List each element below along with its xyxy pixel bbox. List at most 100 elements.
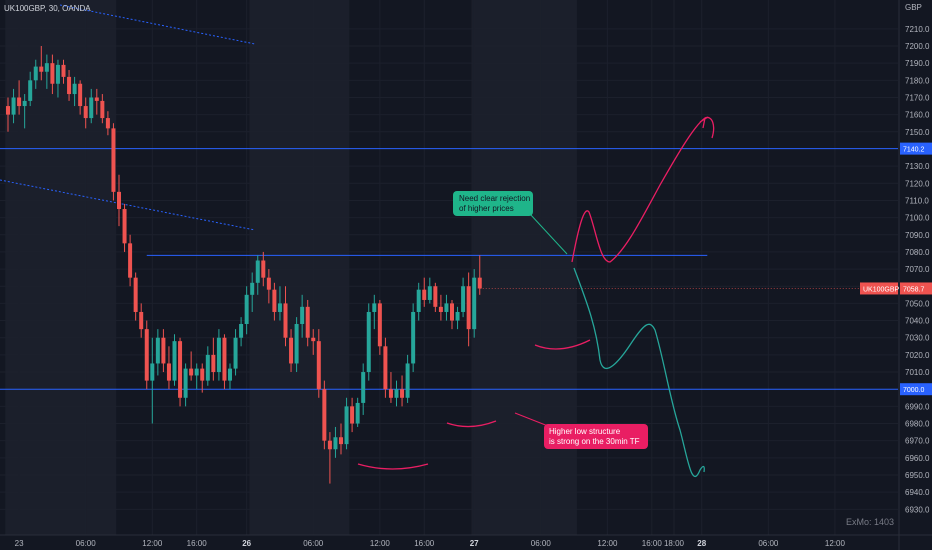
candle-body [355, 402, 360, 424]
note-green-line2: of higher prices [459, 204, 514, 213]
candle-body [17, 97, 22, 107]
candle-body [455, 311, 460, 321]
grid-lines [0, 0, 898, 535]
callout-pointer-green [529, 213, 568, 255]
time-tick-label: 16:00 [642, 539, 663, 548]
candle-body [366, 311, 371, 373]
candle-body [444, 303, 449, 312]
time-tick-label: 06:00 [76, 539, 97, 548]
candle-body [200, 368, 205, 381]
candle-body [233, 337, 238, 369]
green-scenario-path [573, 267, 705, 478]
candle-body [61, 64, 66, 77]
time-tick-label: 26 [242, 539, 251, 548]
candle-body [222, 337, 227, 381]
price-tick-label: 7170.0 [905, 93, 930, 102]
candle-body [50, 63, 55, 84]
candle-body [6, 106, 10, 115]
candle-body [450, 303, 454, 321]
candle-body [361, 372, 366, 403]
price-tick-label: 6960.0 [905, 454, 930, 463]
candle-body [339, 437, 343, 445]
candle-body [400, 389, 405, 398]
candle-body [272, 289, 277, 312]
time-tick-label: 06:00 [758, 539, 779, 548]
price-tick-label: 7020.0 [905, 351, 930, 360]
candle-body [300, 306, 305, 324]
symbol-title[interactable]: UK100GBP, 30, OANDA [4, 4, 91, 13]
level-price-tag-text: 7140.2 [903, 147, 925, 154]
price-tick-label: 7010.0 [905, 368, 930, 377]
candle-body [261, 260, 266, 278]
candle-body [39, 66, 44, 72]
watermark: ExMo: 1403 [846, 517, 894, 527]
note-pink-line2: is strong on the 30min TF [549, 437, 640, 446]
candle-body [239, 323, 244, 338]
level-price-tag-text: 7000.0 [903, 387, 925, 394]
candle-body [139, 311, 144, 330]
trendline-lower [0, 179, 256, 231]
candle-body [433, 286, 438, 307]
candle-body [228, 368, 232, 381]
price-tick-label: 7030.0 [905, 334, 930, 343]
last-price-tag [900, 282, 932, 295]
candle-body [477, 277, 482, 289]
low-curve-1 [357, 463, 429, 470]
trendlines [0, 4, 256, 231]
candle-body [333, 437, 338, 450]
price-tick-label: 7100.0 [905, 214, 930, 223]
candle-body [405, 363, 410, 398]
drawings: Need clear rejection of higher prices Hi… [357, 116, 715, 478]
price-tick-label: 7080.0 [905, 248, 930, 257]
candle-body [383, 346, 388, 390]
candle-body [289, 337, 294, 364]
candle-body [117, 191, 121, 210]
candle-body [194, 368, 199, 376]
symbol-price-tag-text: UK100GBP [863, 286, 900, 293]
candle-body [28, 80, 33, 101]
symbol-price-tag [860, 282, 898, 295]
time-tick-label: 12:00 [142, 539, 163, 548]
low-curve-2 [446, 420, 497, 428]
candle-body [22, 100, 27, 107]
note-green-box[interactable] [453, 191, 533, 216]
time-tick-label: 12:00 [825, 539, 846, 548]
candle-body [78, 83, 83, 107]
candle-body [205, 354, 210, 381]
candle-body [94, 97, 99, 101]
candle-body [11, 97, 16, 115]
candle-body [155, 337, 160, 364]
price-tick-label: 6970.0 [905, 437, 930, 446]
candle-body [416, 289, 421, 312]
price-tick-label: 7160.0 [905, 111, 930, 120]
candle-body [161, 337, 166, 364]
level-price-tag [900, 142, 932, 155]
candle-body [67, 76, 72, 95]
price-axis[interactable]: 7210.0 7200.0 7190.0 7180.0 7170.0 7160.0 7150… [905, 25, 930, 514]
low-curve-3 [534, 339, 591, 350]
candle-body [327, 440, 332, 450]
price-tick-label: 7180.0 [905, 76, 930, 85]
level-price-tag [900, 383, 932, 396]
price-tick-label: 6930.0 [905, 505, 930, 514]
note-green-line1: Need clear rejection [459, 194, 530, 203]
candle-body [183, 368, 188, 398]
candle-body [316, 341, 321, 390]
price-tick-label: 7130.0 [905, 162, 930, 171]
candle-body [172, 341, 177, 381]
note-pink-box[interactable] [544, 424, 648, 449]
price-lines [0, 148, 898, 390]
candle-body [33, 66, 38, 81]
price-tick-label: 7070.0 [905, 265, 930, 274]
time-axis[interactable]: 23 06:00 12:00 16:00 26 06:00 12:00 16:00 27 06:0… [15, 539, 846, 548]
price-tick-label: 7090.0 [905, 231, 930, 240]
time-tick-label: 06:00 [303, 539, 324, 548]
price-tick-label: 6990.0 [905, 402, 930, 411]
candle-body [388, 389, 393, 398]
candle-body [122, 209, 127, 244]
time-tick-label: 23 [15, 539, 24, 548]
candle-body [178, 341, 183, 398]
candle-body [344, 406, 349, 445]
